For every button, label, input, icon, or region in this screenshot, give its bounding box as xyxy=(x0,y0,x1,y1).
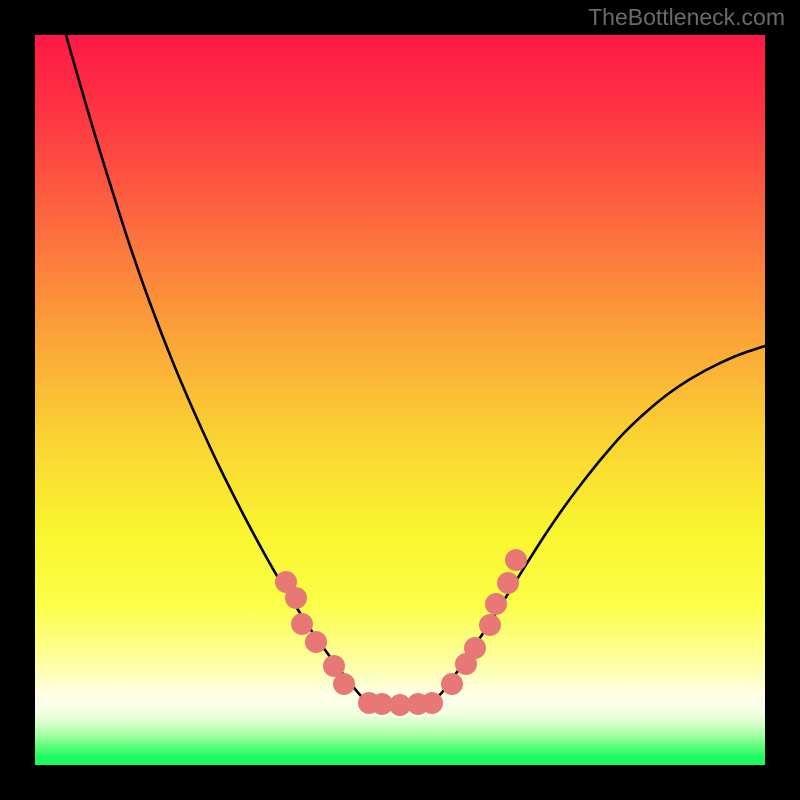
data-marker xyxy=(497,572,519,594)
data-marker xyxy=(479,614,501,636)
data-marker xyxy=(291,613,313,635)
data-marker xyxy=(485,593,507,615)
data-marker xyxy=(505,549,527,571)
data-marker xyxy=(333,673,355,695)
data-marker xyxy=(464,637,486,659)
data-marker xyxy=(285,587,307,609)
chart-stage: TheBottleneck.com xyxy=(0,0,800,800)
data-marker xyxy=(421,692,443,714)
data-marker xyxy=(305,631,327,653)
chart-svg xyxy=(0,0,800,800)
bottleneck-curve xyxy=(66,35,765,703)
data-marker xyxy=(441,673,463,695)
